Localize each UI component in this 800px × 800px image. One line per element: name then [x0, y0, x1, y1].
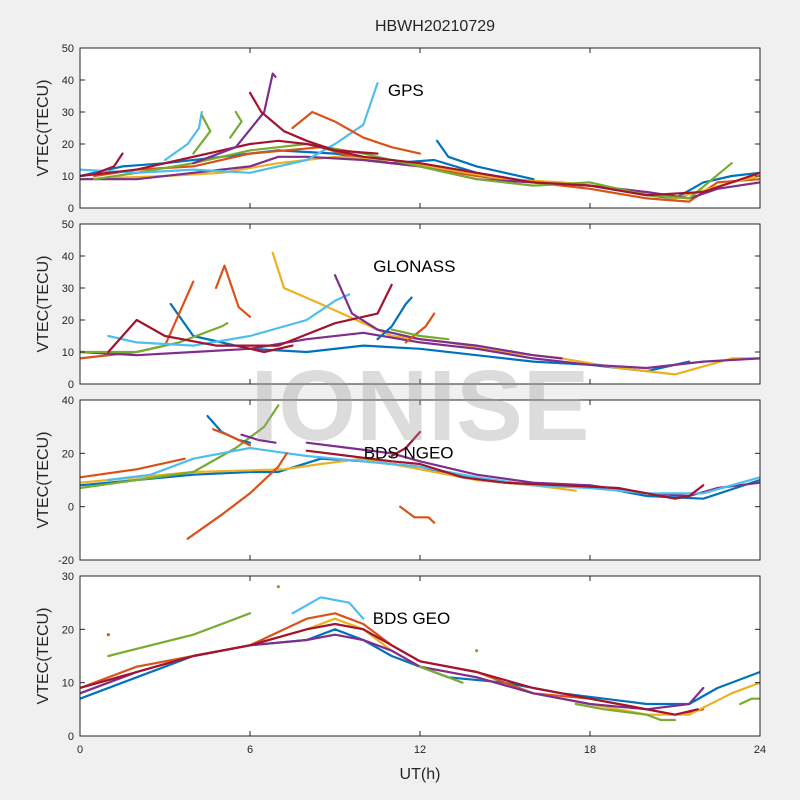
panel-annotation: BDS NGEO — [364, 444, 454, 463]
segment-line-4 — [240, 433, 277, 444]
x-tick-label: 18 — [584, 744, 596, 756]
segment-line-6 — [390, 328, 450, 341]
x-tick-label: 12 — [414, 744, 426, 756]
panel-4: 0 10 20 30 0 6 12 18 24 VTEC(TECU) BDS GEO — [35, 571, 766, 756]
segment-line-3 — [163, 110, 203, 162]
series-line-6 — [291, 596, 365, 620]
segment-line-4 — [404, 312, 436, 344]
series-line-7 — [305, 449, 705, 500]
segment-line-3 — [418, 665, 464, 684]
y-tick-label: 40 — [62, 395, 74, 407]
segment-line-2 — [739, 697, 760, 706]
x-axis-label: UT(h) — [400, 766, 441, 783]
y-tick-label: 0 — [68, 379, 74, 391]
series-line-7 — [80, 622, 699, 716]
series-group — [80, 404, 760, 540]
y-tick-label: 40 — [62, 251, 74, 263]
y-tick-label: 40 — [62, 75, 74, 87]
y-axis-label: VTEC(TECU) — [35, 608, 52, 705]
panel-1: 0 10 20 30 40 50 VTEC(TECU) GPS — [35, 43, 761, 215]
series-group — [80, 585, 760, 722]
segment-line-7 — [435, 139, 535, 181]
series-line-5 — [80, 404, 280, 490]
series-group — [80, 251, 760, 376]
series-line-6 — [107, 293, 351, 347]
y-tick-label: 10 — [62, 347, 74, 359]
y-tick-label: 20 — [62, 448, 74, 460]
series-line-7 — [80, 139, 760, 197]
series-line-4 — [80, 331, 760, 370]
panels-group: 0 10 20 30 40 50 VTEC(TECU) GPS 0 10 20 30 40 50 VTEC(… — [35, 43, 766, 756]
y-tick-label: 30 — [62, 571, 74, 583]
x-tick-label: 6 — [247, 744, 253, 756]
series-group — [80, 72, 760, 203]
y-tick-label: 30 — [62, 283, 74, 295]
panel-annotation: GLONASS — [373, 257, 455, 276]
series-line-5 — [80, 322, 229, 354]
segment-line-6 — [390, 430, 422, 458]
y-tick-label: 10 — [62, 171, 74, 183]
panel-2: 0 10 20 30 40 50 VTEC(TECU) GLONASS — [35, 219, 761, 391]
series-line-6 — [80, 82, 379, 174]
segment-line-1 — [214, 264, 252, 318]
chart-title: HBWH20210729 — [375, 18, 495, 35]
series-line-1 — [80, 149, 760, 200]
y-axis-label: VTEC(TECU) — [35, 80, 52, 177]
plot-area — [80, 48, 760, 208]
y-tick-label: 0 — [68, 731, 74, 743]
segment-line-8 — [95, 152, 124, 174]
x-tick-label: 24 — [754, 744, 766, 756]
y-tick-label: 20 — [62, 315, 74, 327]
segment-line-3 — [212, 428, 252, 447]
y-tick-label: -20 — [58, 555, 74, 567]
data-dot — [106, 633, 110, 637]
y-axis-label: VTEC(TECU) — [35, 256, 52, 353]
series-line-7 — [107, 283, 393, 354]
segment-line-6 — [291, 110, 422, 155]
y-tick-label: 50 — [62, 219, 74, 231]
segment-line-1 — [192, 72, 277, 165]
segment-line-2 — [248, 91, 379, 155]
data-dot — [276, 585, 280, 589]
y-tick-label: 20 — [62, 624, 74, 636]
plot-area — [80, 224, 760, 384]
series-line-2 — [80, 457, 186, 479]
segment-line-2 — [333, 274, 563, 360]
segment-line-4 — [192, 114, 212, 155]
y-axis-label: VTEC(TECU) — [35, 432, 52, 529]
y-tick-label: 50 — [62, 43, 74, 55]
segment-line-3 — [376, 296, 413, 341]
x-tick-label: 0 — [77, 744, 83, 756]
y-tick-label: 0 — [68, 203, 74, 215]
segment-line-5 — [229, 110, 243, 139]
plot-area — [80, 400, 760, 560]
segment-line-5 — [399, 505, 436, 524]
series-line-3 — [271, 251, 760, 376]
segment-line-1 — [186, 452, 288, 540]
watermark-text: IONISE — [251, 350, 590, 462]
y-tick-label: 0 — [68, 502, 74, 514]
segment-line-1 — [574, 702, 677, 722]
series-line-5 — [107, 612, 252, 658]
y-tick-label: 30 — [62, 107, 74, 119]
series-line-2 — [93, 146, 760, 203]
segment-line-5 — [234, 344, 294, 354]
panel-annotation: BDS GEO — [373, 609, 450, 628]
panel-annotation: GPS — [388, 81, 424, 100]
y-tick-label: 20 — [62, 139, 74, 151]
data-dot — [475, 649, 479, 653]
panel-3: -20 0 20 40 VTEC(TECU) BDS NGEO — [35, 395, 761, 567]
y-tick-label: 10 — [62, 678, 74, 690]
